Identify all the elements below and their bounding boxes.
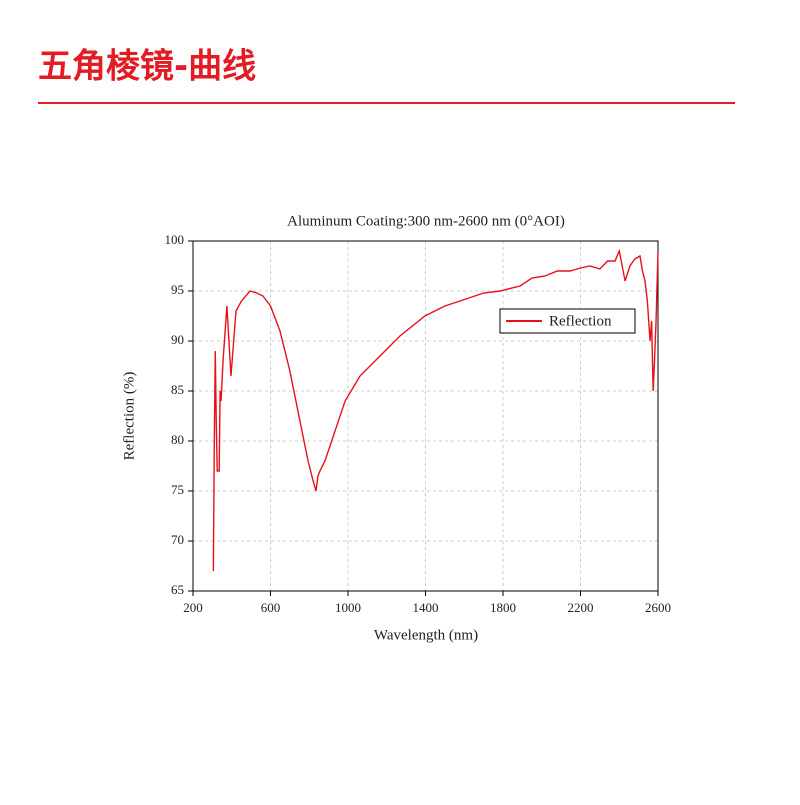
y-tick-label: 95 (171, 282, 184, 297)
y-axis-label: Reflection (%) (121, 372, 137, 461)
x-tick-label: 2600 (645, 600, 671, 615)
y-tick-label: 85 (171, 382, 184, 397)
y-tick-label: 65 (171, 582, 184, 597)
page-title: 五角棱镜-曲线 (38, 47, 256, 87)
y-tick-label: 80 (171, 432, 184, 447)
x-tick-label: 1000 (335, 600, 361, 615)
data-line (212, 248, 659, 572)
plot-frame (192, 240, 659, 592)
x-axis-label: Wavelength (nm) (374, 627, 478, 643)
x-tick-label: 2200 (568, 600, 594, 615)
y-tick-label: 70 (171, 532, 184, 547)
x-tick-label: 200 (183, 600, 203, 615)
y-tick-label: 90 (171, 332, 184, 347)
x-tick-label: 600 (261, 600, 281, 615)
y-tick-label: 100 (165, 232, 185, 247)
legend-label: Reflection (549, 313, 612, 329)
chart-title: Aluminum Coating:300 nm-2600 nm (0°AOI) (287, 213, 565, 229)
x-tick-label: 1400 (413, 600, 439, 615)
y-tick-label: 75 (171, 482, 184, 497)
x-tick-label: 1800 (490, 600, 516, 615)
